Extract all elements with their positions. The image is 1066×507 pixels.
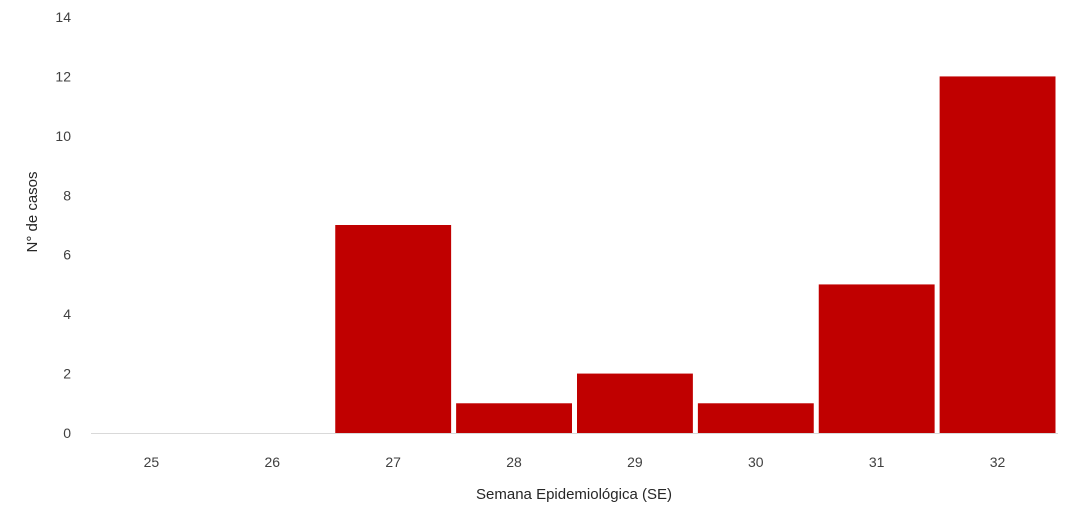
y-tick-label: 12 [55,68,71,84]
bar-29 [577,373,693,433]
x-tick-label: 25 [144,454,160,470]
x-tick-label: 27 [385,454,401,470]
y-tick-label: 0 [63,425,71,441]
bar-30 [697,403,814,433]
x-axis-title: Semana Epidemiológica (SE) [476,486,672,503]
y-tick-label: 10 [55,128,71,144]
y-tick-label: 8 [63,187,71,203]
bar-31 [818,284,935,433]
x-tick-label: 30 [748,454,764,470]
bar-32 [939,76,1056,433]
y-tick-label: 2 [63,366,71,382]
x-tick-label: 32 [990,454,1006,470]
x-tick-label: 31 [869,454,885,470]
x-tick-label: 29 [627,454,643,470]
y-axis-ticks: 0 2 4 6 8 10 12 14 [55,9,71,441]
bars [335,76,1056,433]
x-axis-ticks: 25 26 27 28 29 30 31 32 [144,454,1006,470]
x-tick-label: 28 [506,454,522,470]
bar-28 [456,403,572,433]
y-axis-title: N° de casos [24,171,41,252]
x-tick-label: 26 [265,454,281,470]
y-tick-label: 6 [63,247,71,263]
y-tick-label: 14 [55,9,71,25]
y-tick-label: 4 [63,306,71,322]
bar-27 [335,225,452,433]
